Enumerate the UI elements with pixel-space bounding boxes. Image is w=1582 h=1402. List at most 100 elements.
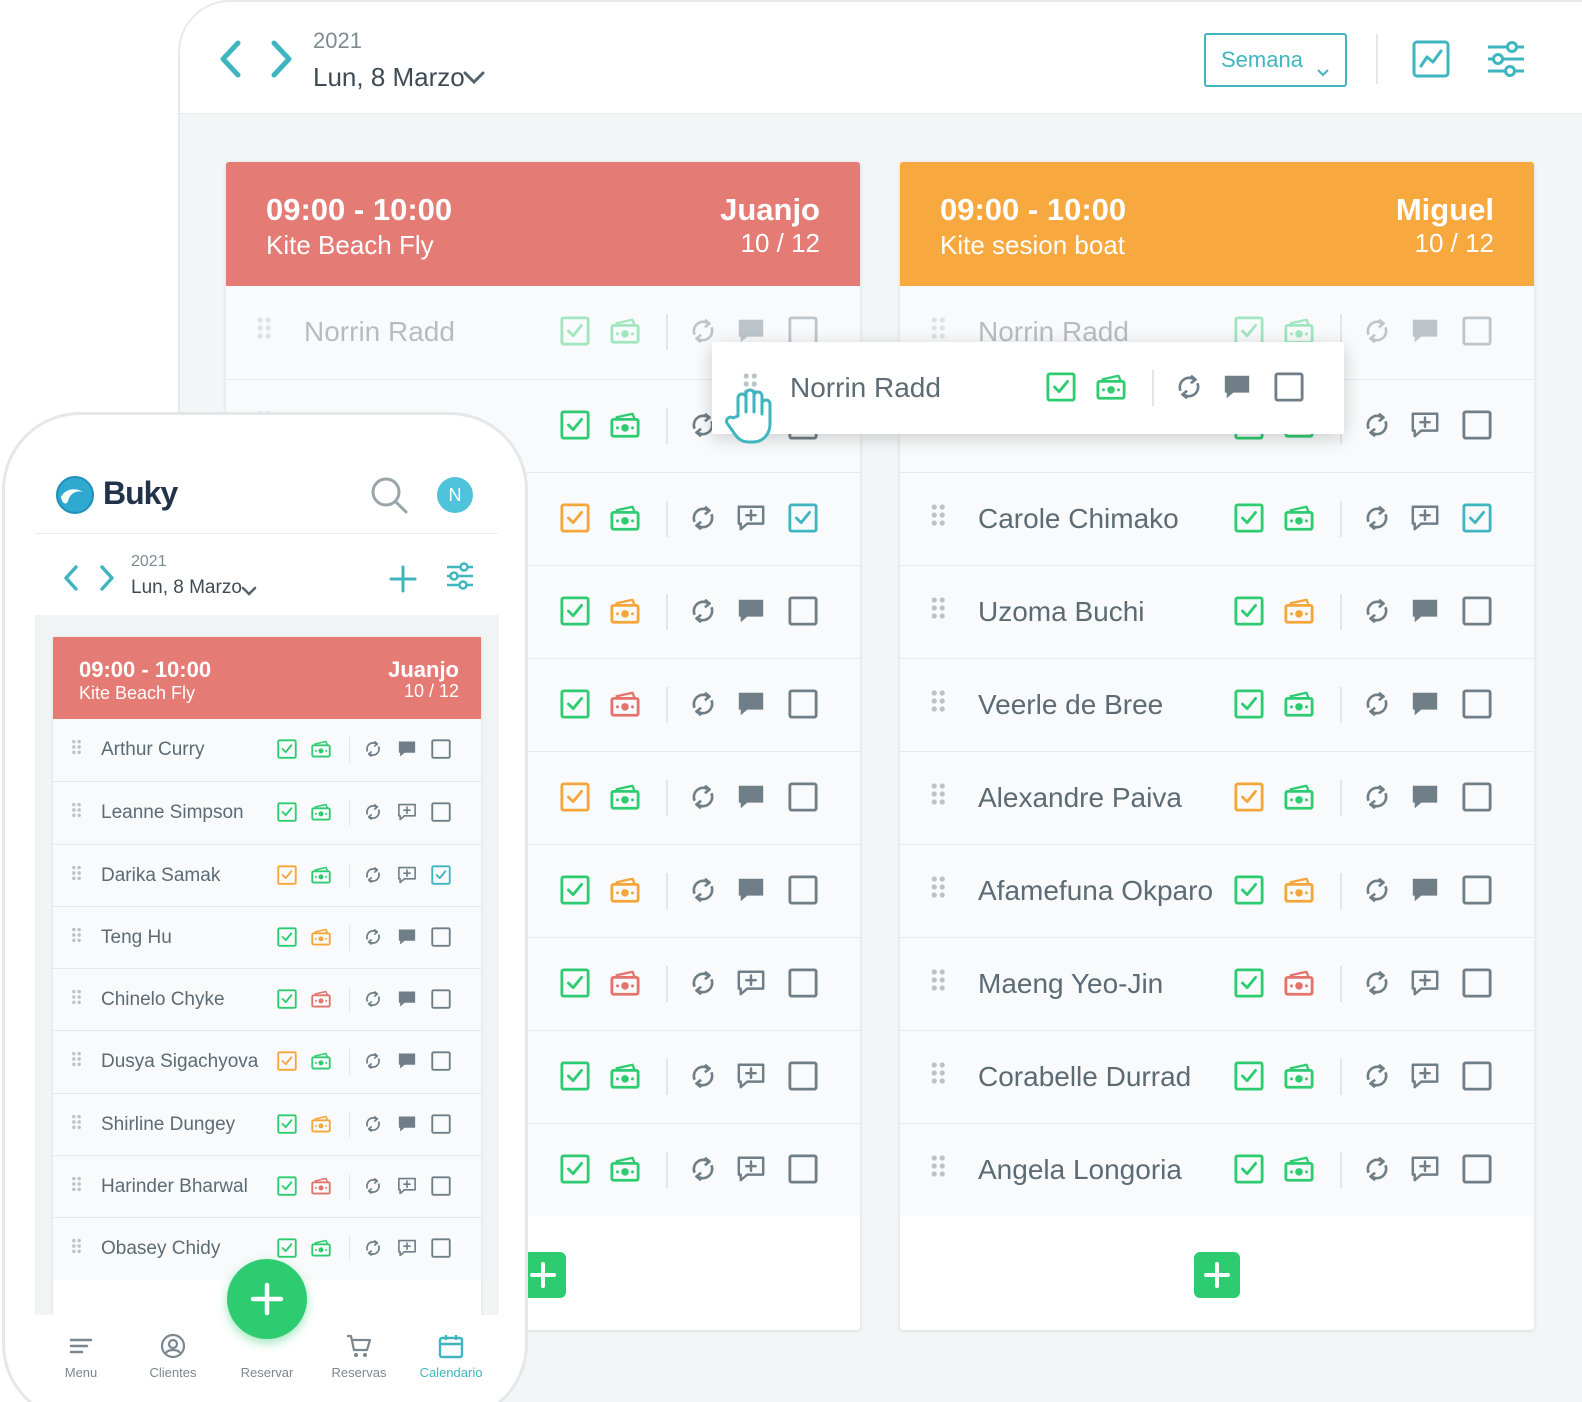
drag-handle-icon[interactable] <box>71 802 82 823</box>
attendee-name[interactable]: Shirline Dungey <box>101 1113 236 1135</box>
drag-handle-icon[interactable] <box>930 782 947 811</box>
payment-icon[interactable] <box>1284 689 1314 724</box>
add-comment-icon[interactable] <box>1410 1154 1440 1189</box>
attendance-check-icon[interactable] <box>560 1061 590 1096</box>
select-checkbox[interactable] <box>1462 689 1492 724</box>
drag-handle-icon[interactable] <box>930 503 947 532</box>
comment-icon[interactable] <box>397 989 417 1014</box>
select-checkbox[interactable] <box>431 1051 451 1076</box>
select-checkbox[interactable] <box>1274 372 1304 407</box>
repeat-icon[interactable] <box>363 927 383 952</box>
payment-icon[interactable] <box>1284 596 1314 631</box>
comment-icon[interactable] <box>397 739 417 764</box>
add-comment-icon[interactable] <box>397 1238 417 1263</box>
attendance-check-icon[interactable] <box>560 503 590 538</box>
repeat-icon[interactable] <box>363 1051 383 1076</box>
drag-handle-icon[interactable] <box>930 596 947 625</box>
repeat-icon[interactable] <box>688 1061 718 1096</box>
repeat-icon[interactable] <box>1362 968 1392 1003</box>
attendance-check-icon[interactable] <box>277 1051 297 1076</box>
drag-handle-icon[interactable] <box>71 1114 82 1135</box>
select-checkbox[interactable] <box>788 875 818 910</box>
comment-icon[interactable] <box>1222 372 1252 407</box>
select-checkbox[interactable] <box>431 1176 451 1201</box>
select-checkbox[interactable] <box>788 596 818 631</box>
attendee-name[interactable]: Angela Longoria <box>978 1154 1182 1185</box>
repeat-icon[interactable] <box>688 316 718 351</box>
attendee-row[interactable]: Darika Samak <box>53 843 481 906</box>
attendance-check-icon[interactable] <box>560 1154 590 1189</box>
repeat-icon[interactable] <box>688 689 718 724</box>
date-label[interactable]: Lun, 8 Marzo <box>313 62 465 92</box>
drag-handle-icon[interactable] <box>930 1154 947 1183</box>
attendee-name[interactable]: Leanne Simpson <box>101 802 244 824</box>
attendee-row[interactable]: Shirline Dungey <box>53 1092 481 1156</box>
comment-icon[interactable] <box>1410 689 1440 724</box>
attendance-check-icon[interactable] <box>277 989 297 1014</box>
attendee-row[interactable]: Carole Chimako <box>900 472 1534 565</box>
attendance-check-icon[interactable] <box>560 596 590 631</box>
add-comment-icon[interactable] <box>736 503 766 538</box>
repeat-icon[interactable] <box>1362 316 1392 351</box>
select-checkbox[interactable] <box>431 864 451 890</box>
payment-icon[interactable] <box>311 989 331 1014</box>
attendance-check-icon[interactable] <box>560 316 590 351</box>
drag-handle-icon[interactable] <box>71 1176 82 1197</box>
drag-handle-icon[interactable] <box>71 1238 82 1259</box>
repeat-icon[interactable] <box>688 968 718 1003</box>
attendee-name[interactable]: Veerle de Bree <box>978 689 1164 720</box>
attendee-name[interactable]: Norrin Radd <box>304 316 455 347</box>
attendee-row[interactable]: Angela Longoria <box>900 1123 1534 1216</box>
select-checkbox[interactable] <box>1462 503 1492 538</box>
repeat-icon[interactable] <box>363 1238 383 1263</box>
session-header[interactable]: 09:00 - 10:00 Kite sesion boat Miguel 10… <box>900 162 1534 286</box>
drag-handle-icon[interactable] <box>71 989 82 1010</box>
session-header[interactable]: 09:00 - 10:00 Kite Beach Fly Juanjo 10 /… <box>226 162 860 286</box>
settings-sliders-icon[interactable] <box>1486 40 1526 83</box>
next-date-icon[interactable] <box>270 40 294 78</box>
payment-icon[interactable] <box>610 1154 640 1189</box>
comment-icon[interactable] <box>736 689 766 724</box>
attendee-row[interactable]: Alexandre Paiva <box>900 751 1534 844</box>
attendee-row[interactable]: Veerle de Bree <box>900 658 1534 751</box>
select-checkbox[interactable] <box>1462 410 1492 445</box>
payment-icon[interactable] <box>610 316 640 351</box>
payment-icon[interactable] <box>311 739 331 764</box>
drag-handle-icon[interactable] <box>71 865 82 886</box>
payment-icon[interactable] <box>1284 503 1314 538</box>
nav-calendario[interactable]: Calendario <box>411 1333 491 1380</box>
comment-icon[interactable] <box>397 1051 417 1076</box>
next-date-icon[interactable] <box>99 565 115 591</box>
select-checkbox[interactable] <box>431 802 451 827</box>
drag-handle-icon[interactable] <box>930 875 947 904</box>
attendance-check-icon[interactable] <box>1234 1061 1264 1096</box>
select-checkbox[interactable] <box>788 782 818 817</box>
attendee-name[interactable]: Norrin Radd <box>978 316 1129 347</box>
attendance-check-icon[interactable] <box>277 1114 297 1139</box>
drag-handle-icon[interactable] <box>71 739 82 760</box>
drag-handle-icon[interactable] <box>930 689 947 718</box>
attendee-name[interactable]: Teng Hu <box>101 926 172 948</box>
select-checkbox[interactable] <box>431 1238 451 1263</box>
attendee-row[interactable]: Arthur Curry <box>53 719 481 782</box>
attendance-check-icon[interactable] <box>1234 968 1264 1003</box>
repeat-icon[interactable] <box>1362 782 1392 817</box>
repeat-icon[interactable] <box>688 875 718 910</box>
comment-icon[interactable] <box>397 927 417 952</box>
add-comment-icon[interactable] <box>1410 1061 1440 1096</box>
attendee-row[interactable]: Norrin Radd <box>900 286 1534 379</box>
select-checkbox[interactable] <box>788 1061 818 1096</box>
payment-icon[interactable] <box>311 802 331 827</box>
plus-icon[interactable] <box>389 565 417 598</box>
attendee-name[interactable]: Chinelo Chyke <box>101 989 225 1011</box>
payment-icon[interactable] <box>1096 372 1126 407</box>
select-checkbox[interactable] <box>1462 968 1492 1003</box>
attendance-check-icon[interactable] <box>560 968 590 1003</box>
select-checkbox[interactable] <box>431 927 451 952</box>
payment-icon[interactable] <box>610 503 640 538</box>
select-checkbox[interactable] <box>431 1114 451 1139</box>
attendance-check-icon[interactable] <box>1234 1154 1264 1189</box>
repeat-icon[interactable] <box>1362 689 1392 724</box>
attendee-name[interactable]: Maeng Yeo-Jin <box>978 968 1164 999</box>
prev-date-icon[interactable] <box>218 40 242 78</box>
